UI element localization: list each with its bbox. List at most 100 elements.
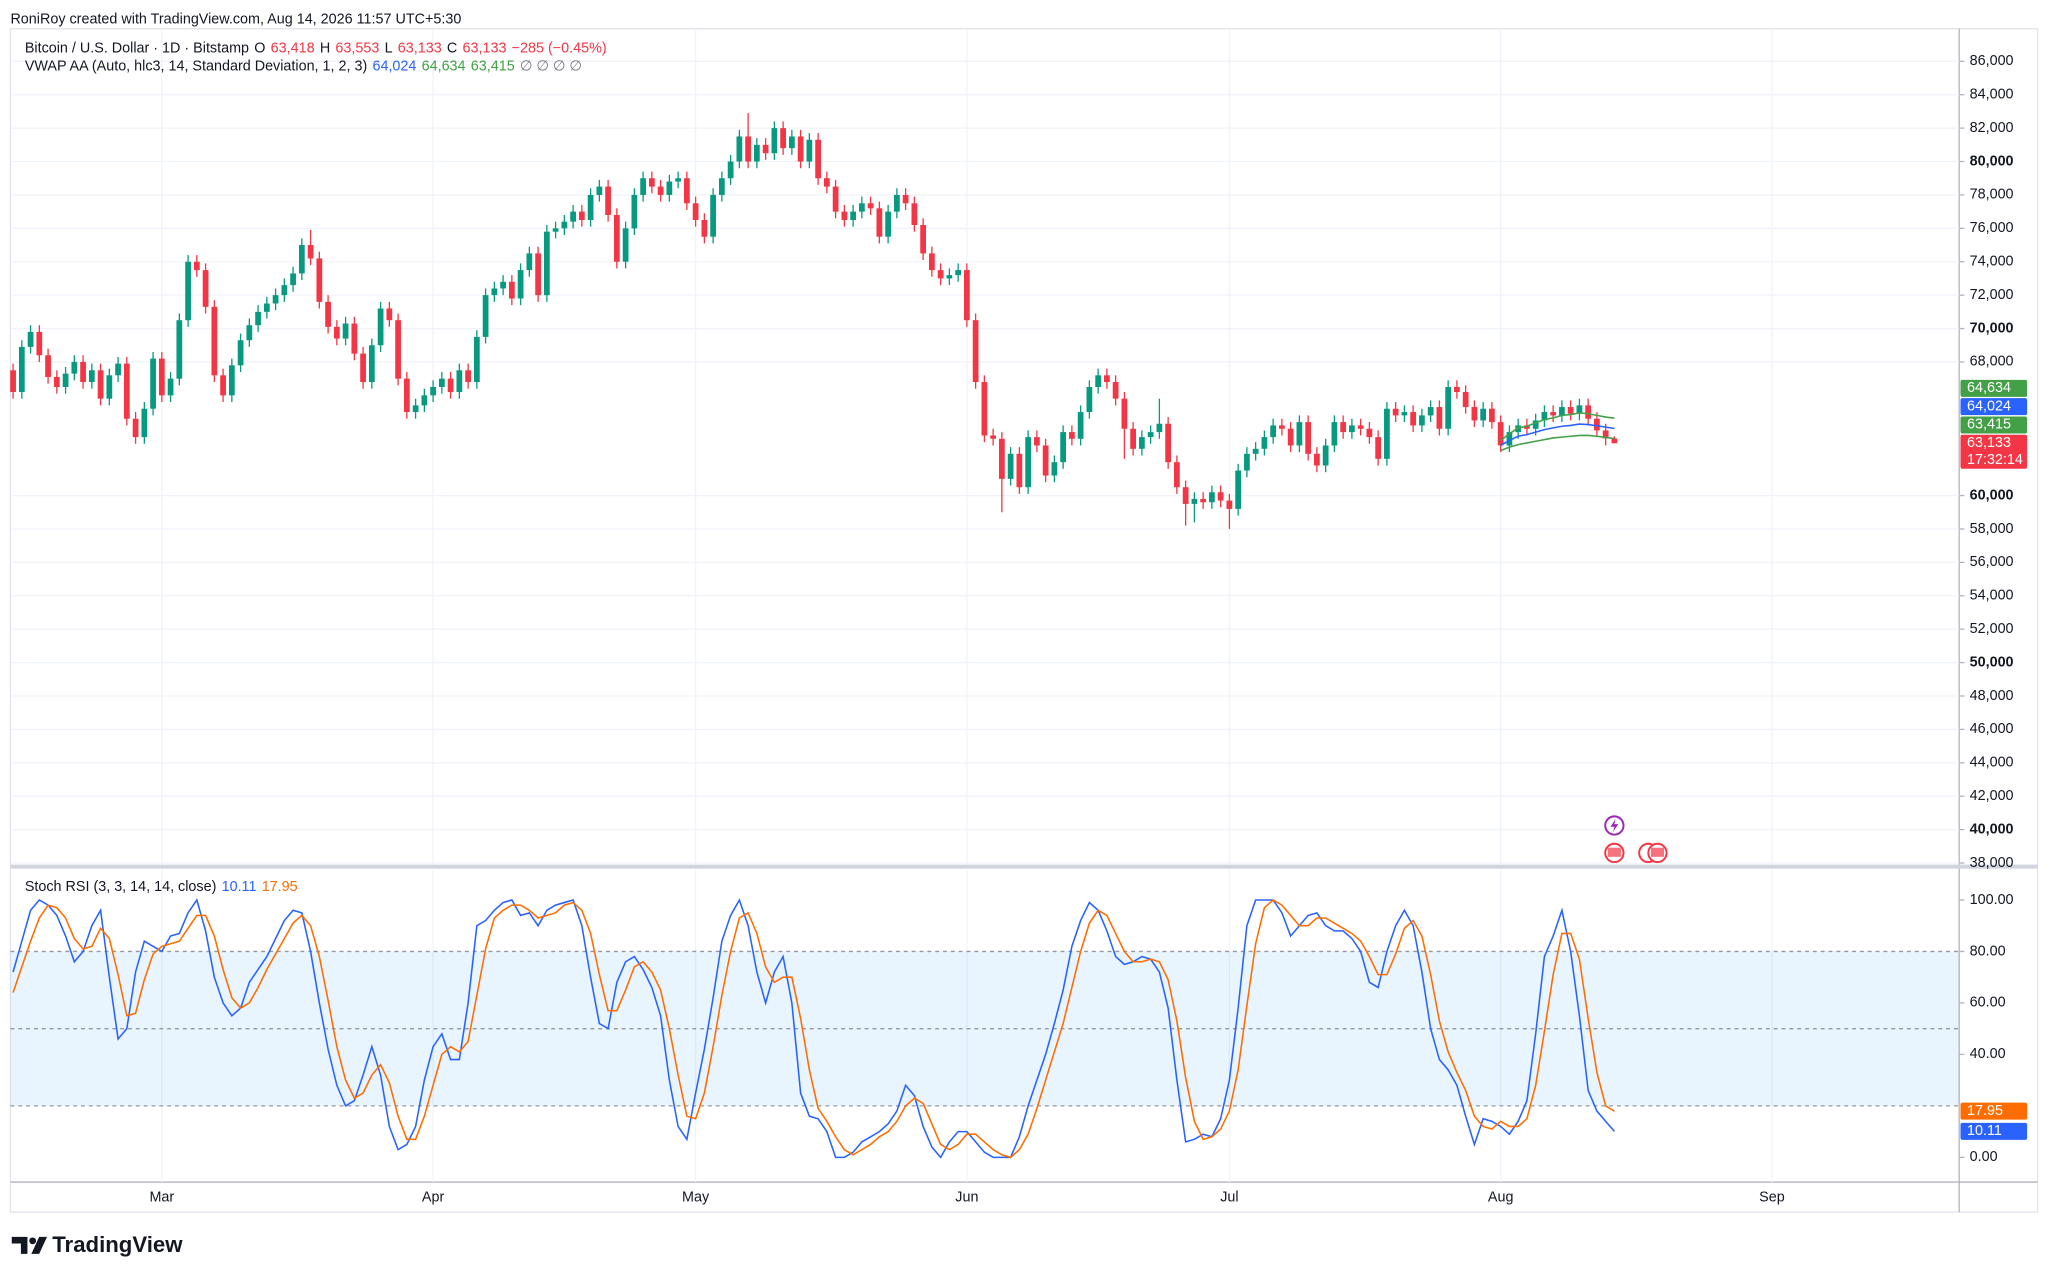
series-line [1500,434,1615,452]
y-tick-label: 68,000 [1970,354,2014,370]
candle-body [1034,437,1040,446]
candle-body [377,308,384,346]
event-icon [1650,847,1664,857]
y-tick-label: 82,000 [1970,120,2014,136]
candle-body [360,353,366,382]
logo-mark [11,1236,28,1254]
candle-body [368,345,375,382]
candle-body [876,208,883,237]
candle-body [1331,422,1338,446]
candle-body [1340,422,1347,433]
candle-body [1550,412,1557,416]
candle-body [53,376,60,388]
price-tag [1960,1122,2028,1140]
candle-body [307,245,314,259]
ohlc-value: 63,133 [398,40,442,56]
candle-body [482,295,489,337]
candle-body [1366,428,1373,438]
candle-body [430,387,436,396]
candle-body [1436,407,1443,429]
candle-body [1051,462,1058,476]
candle-body [211,306,218,376]
y-tick-label: 38,000 [1970,855,2014,871]
candle-body [631,194,638,229]
candle-body [1217,492,1224,501]
candle-body [1095,375,1102,388]
candle-body [1585,405,1592,419]
candle-body [62,373,69,388]
candle-body [1524,425,1530,429]
candle-body [412,405,419,413]
event-icon [1610,818,1619,833]
y-tick-label: 0.00 [1970,1149,1998,1165]
candle-body [18,346,25,393]
x-tick-label: Aug [1488,1190,1514,1206]
candle-body [832,186,839,212]
ohlc-key: H [320,40,330,56]
candle-body [543,231,550,296]
candle-body [202,270,209,307]
candle-body [325,301,331,327]
candle-body [1086,387,1093,413]
candle-body [710,194,716,237]
candle-body [929,253,935,271]
candle-body [1427,407,1434,416]
price-tag [1960,434,2028,469]
candle-body [298,245,305,274]
indicator-name: Stoch RSI (3, 3, 14, 14, close) [25,879,217,895]
candle-body [1559,407,1565,416]
candle-body [552,228,559,232]
candle-body [1445,387,1452,429]
candle-body [1191,498,1198,504]
series-line [12,898,1616,1159]
x-tick-label: Sep [1759,1190,1785,1206]
candle-body [1305,422,1312,454]
candle-body [1279,425,1285,429]
candle-body [228,365,235,396]
candle-body [613,214,620,262]
candle-body [1104,375,1110,382]
candle-body [578,211,585,220]
candle-body [1016,453,1023,488]
candle-body [1375,437,1382,459]
candle-body [1506,432,1513,446]
candle-body [797,136,804,162]
candle-body [71,361,78,374]
candle-body [841,211,848,220]
frame [9,28,2039,1213]
candle-body [1069,432,1075,439]
indicator-value: 64,024 [372,58,416,74]
candle-body [167,378,174,396]
candle-body [1156,423,1163,433]
candle-body [745,136,751,162]
credit: RoniRoy created with TradingView.com, Au… [10,11,461,27]
candle-body [263,303,270,312]
candle-body [1296,422,1303,446]
candle-body [981,381,988,436]
candle-body [403,378,410,413]
indicator-name: VWAP AA (Auto, hlc3, 14, Standard Deviat… [25,58,367,74]
legend: Stoch RSI (3, 3, 14, 14, close) 10.11 17.9… [25,879,298,895]
y-tick-label: 84,000 [1970,87,2014,103]
candle-body [1322,445,1329,466]
candle-body [220,375,226,396]
candle-body [1042,445,1049,476]
candle-body [911,203,918,225]
candle-body [27,331,34,347]
candle-body [762,144,769,154]
candle-body [1261,437,1268,449]
series-line [1500,423,1615,447]
ohlc-value: 63,553 [335,40,379,56]
candle-body [858,203,865,212]
candle-body [675,178,681,182]
y-tick-label: 40,000 [1970,821,2014,837]
price-tag-label: 64,634 [1967,380,2011,396]
price-tag [1960,398,2028,416]
y-tick-label: 50,000 [1970,654,2014,670]
candle-body [902,194,909,204]
logo: TradingView [11,1232,183,1257]
candle-body [255,311,261,326]
candle-body [1349,425,1355,433]
candle-body [1576,405,1583,414]
candle-body [508,281,515,299]
